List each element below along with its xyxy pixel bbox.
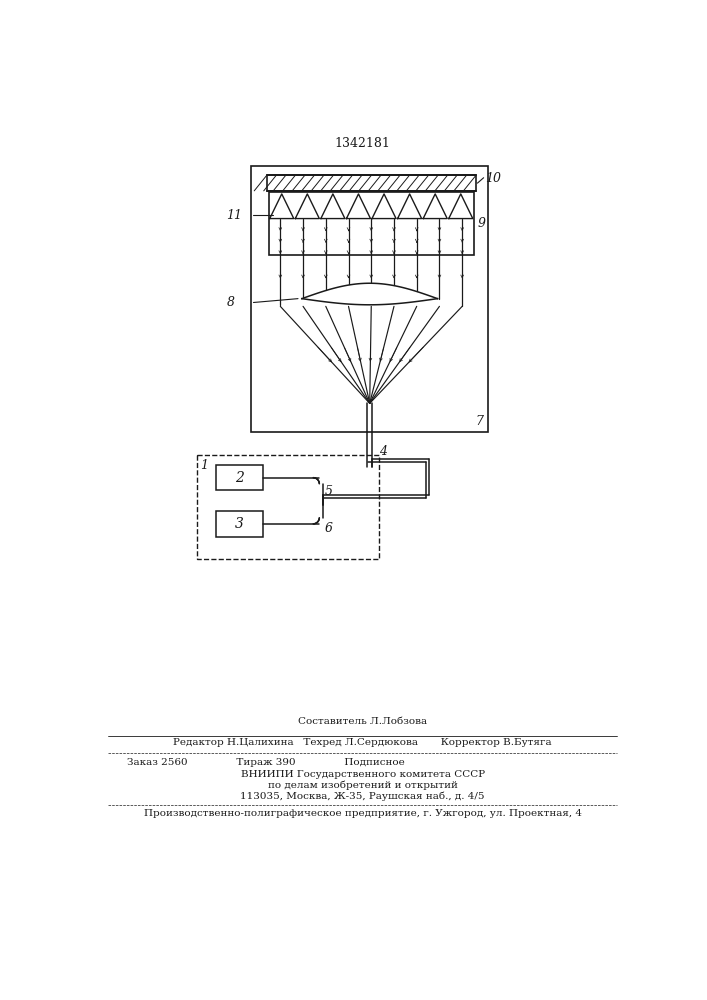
Text: Производственно-полиграфическое предприятие, г. Ужгород, ул. Проектная, 4: Производственно-полиграфическое предприя… — [144, 809, 582, 818]
Text: Составитель Л.Лобзова: Составитель Л.Лобзова — [298, 717, 427, 726]
Text: по делам изобретений и открытий: по делам изобретений и открытий — [268, 781, 457, 790]
Text: 1342181: 1342181 — [335, 137, 391, 150]
Text: 11: 11 — [226, 209, 243, 222]
Text: 2: 2 — [235, 471, 244, 485]
Bar — [216, 465, 263, 490]
Text: 113035, Москва, Ж-35, Раушская наб., д. 4/5: 113035, Москва, Ж-35, Раушская наб., д. … — [240, 791, 485, 801]
Text: 6: 6 — [325, 522, 333, 535]
Text: Заказ 2560               Тираж 390               Подписное: Заказ 2560 Тираж 390 Подписное — [127, 758, 405, 767]
Text: 3: 3 — [235, 517, 244, 531]
Text: 1: 1 — [200, 459, 208, 472]
Text: 10: 10 — [485, 172, 501, 185]
Bar — [216, 511, 263, 537]
Text: Редактор Н.Цалихина   Техред Л.Сердюкова       Корректор В.Бутяга: Редактор Н.Цалихина Техред Л.Сердюкова К… — [173, 738, 552, 747]
Bar — [251, 166, 488, 432]
Text: 8: 8 — [226, 296, 234, 309]
Text: 5: 5 — [325, 485, 333, 498]
Text: 7: 7 — [476, 415, 484, 428]
Text: ВНИИПИ Государственного комитета СССР: ВНИИПИ Государственного комитета СССР — [240, 770, 485, 779]
Bar — [197, 455, 379, 559]
Text: 4: 4 — [379, 445, 387, 458]
Text: 9: 9 — [477, 217, 486, 230]
Bar — [267, 175, 476, 191]
Bar — [269, 192, 474, 255]
